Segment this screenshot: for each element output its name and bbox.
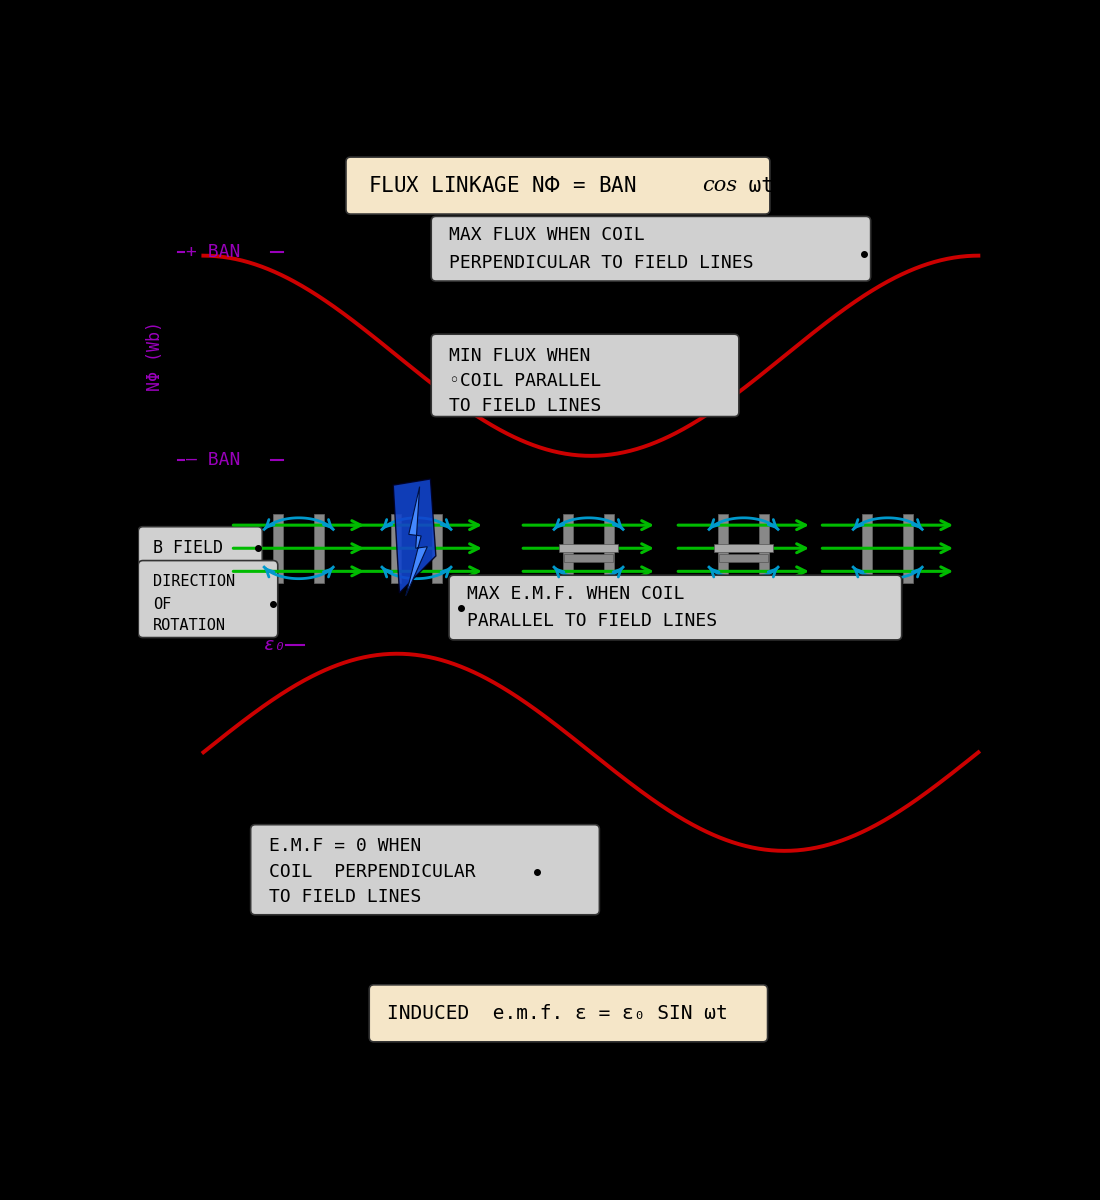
Bar: [759, 514, 769, 583]
Bar: [604, 514, 614, 583]
FancyBboxPatch shape: [346, 157, 770, 214]
Text: FLUX LINKAGE N$\Phi$ = BAN: FLUX LINKAGE N$\Phi$ = BAN: [368, 175, 638, 196]
Bar: [273, 514, 283, 583]
Text: + BAN: + BAN: [186, 242, 240, 260]
Bar: [559, 545, 618, 552]
FancyBboxPatch shape: [139, 527, 262, 570]
Text: PARALLEL TO FIELD LINES: PARALLEL TO FIELD LINES: [466, 612, 717, 630]
FancyBboxPatch shape: [431, 334, 739, 416]
Text: MIN FLUX WHEN: MIN FLUX WHEN: [449, 347, 591, 365]
FancyBboxPatch shape: [449, 575, 902, 640]
Bar: [714, 545, 773, 552]
FancyBboxPatch shape: [370, 985, 768, 1042]
Text: INDUCED  e.m.f. ε = ε₀ SIN ωt: INDUCED e.m.f. ε = ε₀ SIN ωt: [387, 1004, 728, 1022]
Bar: [432, 514, 442, 583]
Bar: [862, 514, 872, 583]
Text: MAX FLUX WHEN COIL: MAX FLUX WHEN COIL: [449, 226, 645, 244]
Text: DIRECTION: DIRECTION: [153, 574, 235, 589]
Text: NΦ (Wb): NΦ (Wb): [145, 320, 164, 391]
Bar: [903, 514, 913, 583]
Bar: [563, 514, 573, 583]
Text: TO FIELD LINES: TO FIELD LINES: [270, 888, 421, 906]
Text: ε₀: ε₀: [263, 636, 285, 654]
FancyBboxPatch shape: [251, 824, 600, 914]
Text: PERPENDICULAR TO FIELD LINES: PERPENDICULAR TO FIELD LINES: [449, 254, 754, 272]
Text: ROTATION: ROTATION: [153, 618, 225, 632]
Text: B FIELD: B FIELD: [153, 539, 223, 557]
Text: E.M.F = 0 WHEN: E.M.F = 0 WHEN: [270, 838, 421, 856]
Text: MAX E.M.F. WHEN COIL: MAX E.M.F. WHEN COIL: [466, 584, 684, 602]
Polygon shape: [394, 479, 436, 593]
Bar: [719, 554, 768, 562]
Text: cos: cos: [702, 176, 737, 196]
Bar: [564, 554, 613, 562]
Text: ◦COIL PARALLEL: ◦COIL PARALLEL: [449, 372, 602, 390]
Polygon shape: [406, 487, 427, 596]
Text: ωt: ωt: [736, 175, 773, 196]
Text: OF: OF: [153, 596, 172, 612]
Text: TO FIELD LINES: TO FIELD LINES: [449, 397, 602, 415]
Text: COIL  PERPENDICULAR: COIL PERPENDICULAR: [270, 863, 476, 881]
Text: – BAN: – BAN: [186, 451, 240, 469]
Bar: [390, 514, 402, 583]
FancyBboxPatch shape: [431, 216, 871, 281]
Bar: [315, 514, 324, 583]
Bar: [718, 514, 728, 583]
FancyBboxPatch shape: [139, 560, 278, 637]
